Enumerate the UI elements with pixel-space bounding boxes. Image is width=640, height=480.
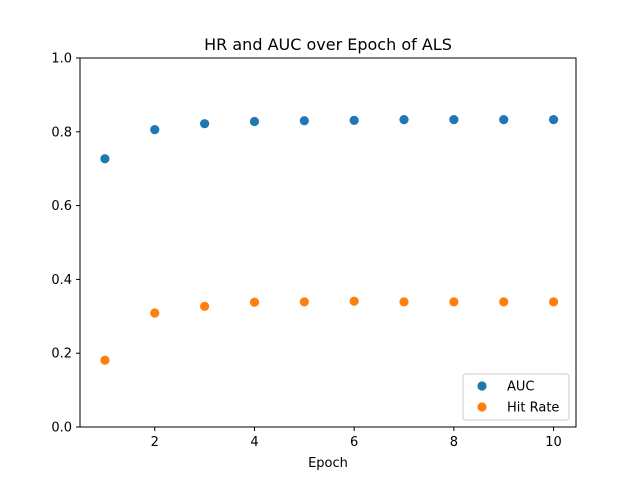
x-tick-label: 4 [250,435,258,450]
legend-entry: Hit Rate [507,401,559,416]
data-point [499,115,509,125]
data-points [100,115,559,365]
plot-frame [79,57,577,428]
x-tick-label: 8 [450,435,458,450]
data-point [100,154,110,164]
data-point [150,308,160,318]
x-axis-ticks: 2 4 6 8 10 [151,427,562,450]
data-point [200,119,210,129]
data-point [299,297,309,307]
y-tick-label: 0.2 [51,347,72,362]
y-tick-label: 1.0 [51,52,72,67]
data-point [399,115,409,125]
y-tick-label: 0.6 [51,199,72,214]
legend: AUC Hit Rate [462,373,570,421]
x-axis-label: Epoch [308,456,348,471]
legend-marker [477,381,487,391]
y-tick-label: 0.0 [51,421,72,436]
data-point [548,297,559,307]
chart-title: HR and AUC over Epoch of ALS [204,35,452,54]
data-point [150,124,160,135]
data-point [499,297,509,307]
x-tick-label: 2 [151,435,159,450]
plot-background [80,58,576,427]
data-point [349,115,359,125]
data-point [249,116,260,127]
series-hit-rate [100,296,559,365]
y-tick-label: 0.4 [51,273,72,288]
data-point [249,297,260,307]
data-point [100,355,110,365]
data-point [299,116,309,126]
data-point [449,115,459,125]
data-point [200,301,210,311]
x-tick-label: 10 [545,435,562,450]
y-axis-ticks: 0.0 0.2 0.4 0.6 0.8 1.0 [51,52,80,436]
data-point [349,296,359,306]
data-point [399,297,409,307]
legend-box [462,373,570,421]
y-tick-label: 0.8 [51,125,72,140]
x-tick-label: 6 [350,435,358,450]
legend-entry: AUC [507,380,535,395]
series-auc [100,115,559,164]
data-point [548,115,559,125]
data-point [449,297,459,307]
legend-marker [477,402,487,412]
plot-area: 2 4 6 8 10 0.0 0.2 0.4 0.6 0.8 1.0 [51,52,577,450]
